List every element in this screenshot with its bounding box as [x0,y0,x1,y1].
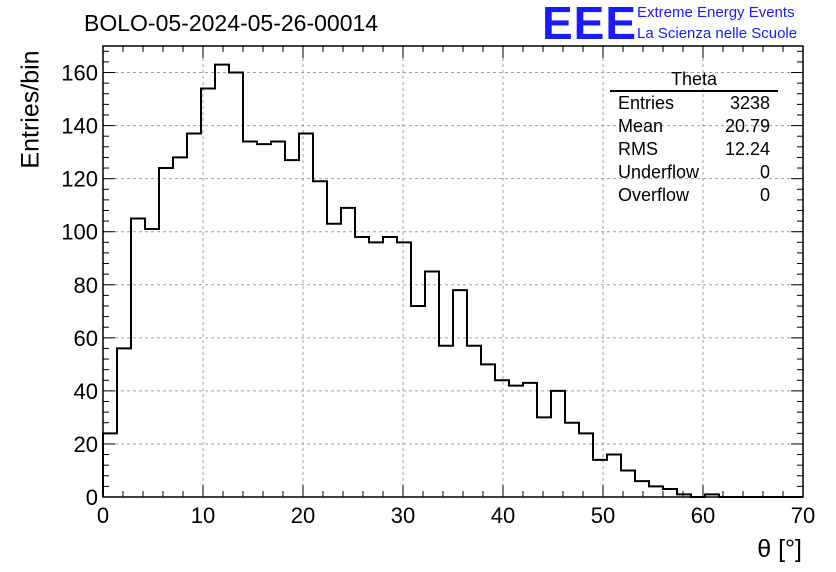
histogram-bin [285,160,299,497]
y-tick-label: 160 [61,61,98,86]
histogram-bin [173,157,187,497]
x-axis-label: θ [°] [757,535,802,563]
axes: 0 10 20 30 40 50 60 70 0 20 40 60 80 100 120 140 160 [61,45,815,528]
histogram-bin [467,346,481,497]
histogram-bin [663,489,677,497]
stats-label: Overflow [618,185,690,205]
histogram-bin [551,391,565,497]
y-tick-label: 140 [61,114,98,139]
stats-row-entries: Entries 3238 [610,92,778,115]
stats-label: RMS [618,139,658,159]
histogram-bin [257,144,271,497]
stats-label: Underflow [618,162,700,182]
stats-label: Mean [618,116,664,136]
histogram-bin [145,229,159,497]
histogram-series [102,63,803,498]
stats-label: Entries [618,93,675,113]
y-tick-label: 0 [86,485,98,510]
histogram-bin [201,88,215,497]
histogram-bin [593,460,607,497]
histogram-bin [215,65,229,497]
histogram-bin [313,181,327,497]
x-tick-label: 0 [97,503,109,528]
histogram-bin [327,224,341,497]
histogram-bin [579,433,593,497]
y-tick-label: 60 [74,326,98,351]
histogram-bin [271,142,285,497]
y-tick-label: 100 [61,220,98,245]
stats-row-mean: Mean 20.79 [610,115,778,138]
logo-line-2: La Scienza nelle Scuole [637,25,798,42]
histogram-bin [117,348,131,497]
x-tick-label: 70 [791,503,815,528]
x-tick-label: 30 [391,503,415,528]
plot-frame [102,45,804,498]
histogram-bin [453,290,467,497]
y-tick-label: 80 [74,273,98,298]
stats-box: Theta Entries 3238 Mean 20.79 RMS 12.24 … [610,68,778,207]
stats-value: 0 [759,185,770,205]
histogram-bin [481,364,495,497]
histogram-bin [649,486,663,497]
stats-row-rms: RMS 12.24 [610,138,778,161]
stats-row-underflow: Underflow 0 [610,161,778,184]
x-tick-label: 20 [291,503,315,528]
histogram-bin [425,272,439,498]
histogram-bin [299,134,313,497]
histogram-bin [131,218,145,497]
histogram-bin [523,383,537,497]
stats-title: Theta [610,68,778,92]
chart-title: BOLO-05-2024-05-26-00014 [84,10,379,36]
y-axis-label: Entries/bin [16,50,45,169]
stats-value: 20.79 [724,116,770,136]
logo-line-1: Extreme Energy Events [637,4,795,21]
histogram-bin [229,73,243,497]
x-tick-label: 10 [191,503,215,528]
histogram-step-line [102,63,803,498]
histogram-bin [565,423,579,497]
histogram-bin [187,134,201,497]
x-tick-label: 40 [491,503,515,528]
histogram-bin [159,168,173,497]
histogram-bin [355,237,369,497]
stats-value: 12.24 [724,139,770,159]
histogram-bin [369,242,383,497]
x-tick-label: 60 [691,503,715,528]
histogram-bin [537,417,551,497]
histogram-bin [383,237,397,497]
stats-row-overflow: Overflow 0 [610,184,778,207]
y-tick-label: 120 [61,167,98,192]
histogram-bin [411,306,425,497]
y-tick-label: 20 [74,432,98,457]
x-tick-label: 50 [591,503,615,528]
histogram-bin [397,242,411,497]
histogram-bin [439,346,453,497]
stats-value: 3238 [729,93,770,113]
histogram-bin [635,481,649,497]
stats-value: 0 [759,162,770,182]
y-tick-label: 40 [74,379,98,404]
histogram-bin [341,208,355,497]
histogram-bin [495,380,509,497]
eee-logo: EEE [542,0,638,49]
histogram-bin [607,455,621,497]
histogram-bin [509,386,523,497]
histogram-bin [243,142,257,497]
